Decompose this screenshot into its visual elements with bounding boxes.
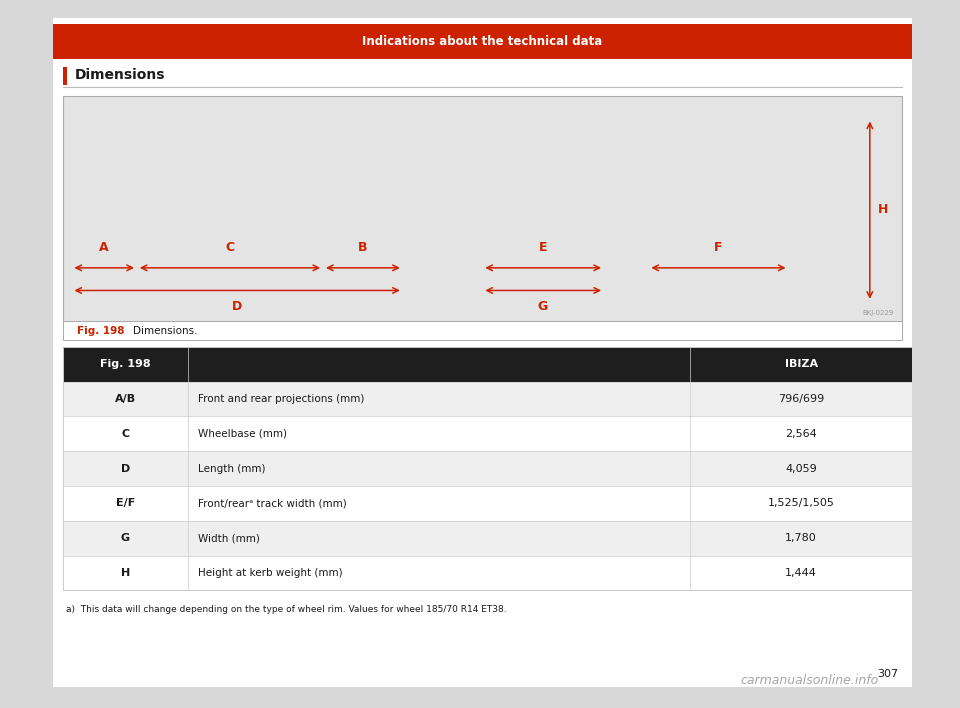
Text: Indications about the technical data: Indications about the technical data (362, 35, 603, 48)
Bar (63, 347, 912, 382)
Bar (63, 451, 912, 486)
Text: E: E (539, 241, 547, 254)
Text: F: F (714, 241, 722, 254)
Text: E/F: E/F (116, 498, 135, 508)
Text: carmanualsonline.info: carmanualsonline.info (741, 673, 879, 687)
Text: 1,780: 1,780 (785, 533, 817, 543)
Text: Dimensions: Dimensions (74, 68, 165, 82)
Bar (53, 24, 912, 59)
Text: 307: 307 (877, 669, 899, 679)
Text: Height at kerb weight (mm): Height at kerb weight (mm) (198, 568, 343, 578)
Bar (63, 486, 912, 521)
Bar (63, 556, 912, 590)
Text: G: G (538, 299, 548, 313)
Text: 796/699: 796/699 (778, 394, 825, 404)
Text: D: D (231, 299, 242, 313)
Text: BKJ-0229: BKJ-0229 (862, 311, 894, 316)
Text: 2,564: 2,564 (785, 429, 817, 439)
Text: H: H (878, 202, 888, 215)
Text: Length (mm): Length (mm) (198, 464, 266, 474)
Bar (63, 347, 912, 590)
Bar (63, 96, 901, 322)
Bar (63, 321, 901, 340)
Text: a)  This data will change depending on the type of wheel rim. Values for wheel 1: a) This data will change depending on th… (65, 605, 506, 614)
Text: Fig. 198: Fig. 198 (100, 359, 151, 370)
Text: A: A (100, 241, 109, 254)
Text: Width (mm): Width (mm) (198, 533, 260, 543)
Bar (63, 67, 67, 85)
Text: B: B (358, 241, 368, 254)
Text: D: D (121, 464, 130, 474)
Bar (63, 521, 912, 556)
Bar (63, 382, 912, 416)
Text: Wheelbase (mm): Wheelbase (mm) (198, 429, 287, 439)
Text: IBIZA: IBIZA (784, 359, 818, 370)
Text: A/B: A/B (115, 394, 136, 404)
Text: G: G (121, 533, 130, 543)
Text: H: H (121, 568, 130, 578)
Text: 4,059: 4,059 (785, 464, 817, 474)
Text: C: C (226, 241, 234, 254)
Bar (63, 416, 912, 451)
Text: 1,525/1,505: 1,525/1,505 (768, 498, 834, 508)
Text: C: C (121, 429, 130, 439)
Text: Fig. 198: Fig. 198 (77, 326, 125, 336)
Text: 1,444: 1,444 (785, 568, 817, 578)
Text: Dimensions.: Dimensions. (132, 326, 197, 336)
Text: Front and rear projections (mm): Front and rear projections (mm) (198, 394, 365, 404)
Text: Front/rearᵃ track width (mm): Front/rearᵃ track width (mm) (198, 498, 347, 508)
